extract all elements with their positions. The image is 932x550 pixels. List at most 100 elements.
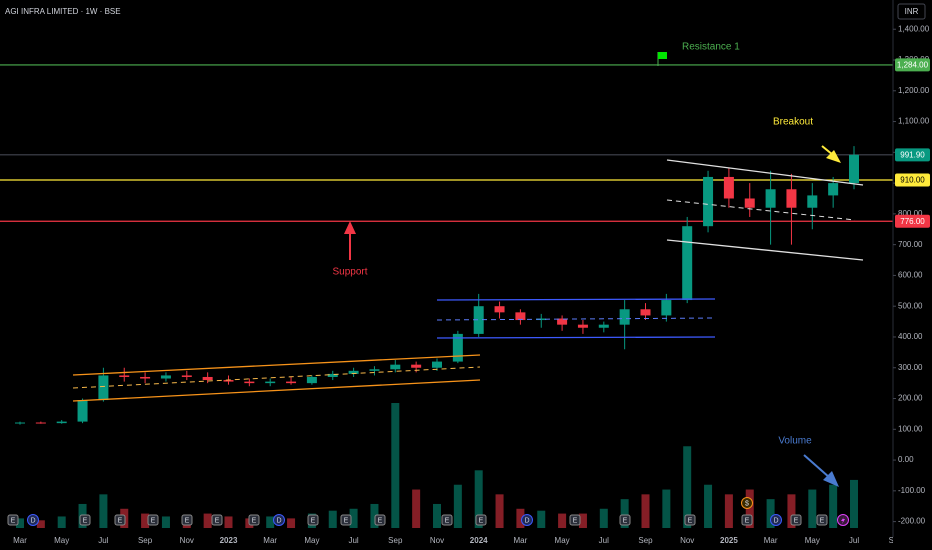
y-tick-label: 600.00 (898, 271, 923, 280)
event-label: E (215, 517, 220, 524)
annotation: Breakout (773, 117, 813, 128)
volume-bar (328, 510, 337, 528)
event-label: D (773, 517, 778, 524)
event-label: E (573, 517, 578, 524)
channel-line (436, 298, 716, 301)
annotation: Support (332, 267, 367, 278)
channel-midline (436, 317, 716, 321)
candle-body (119, 375, 130, 377)
arrow-head (823, 471, 839, 487)
candle-body (473, 306, 484, 334)
event-label: E (479, 517, 484, 524)
channel-line (72, 379, 481, 402)
channel-midline (666, 199, 856, 221)
volume-bar (141, 513, 150, 528)
volume-bar (829, 484, 838, 528)
volume-bar (578, 513, 587, 528)
volume-bar (412, 489, 421, 528)
event-label: E (151, 517, 156, 524)
candle-body (661, 300, 672, 316)
volume-bar (349, 508, 358, 528)
volume-bar (662, 489, 671, 528)
annotation: Volume (778, 436, 812, 447)
volume-bar (433, 503, 441, 528)
volume-bar (516, 508, 525, 528)
event-label: E (252, 517, 257, 524)
candle-body (598, 324, 609, 328)
y-tick-label: 400.00 (898, 332, 923, 341)
candle-body (160, 375, 171, 379)
volume-bar (641, 494, 650, 528)
candle-body (557, 318, 568, 325)
x-tick-label: Jul (849, 536, 859, 545)
y-tick-label: 800.00 (898, 209, 923, 218)
volume-bar (36, 520, 45, 528)
candle-body (432, 361, 442, 368)
x-tick-label: May (805, 536, 820, 545)
candle-body (849, 154, 859, 184)
event-label: E (623, 517, 628, 524)
volume-bar (620, 499, 629, 528)
candle-body (640, 309, 651, 316)
x-tick-label: Nov (180, 536, 194, 545)
volume-bar (745, 489, 754, 528)
candle-body (411, 364, 422, 368)
y-tick-label: -200.00 (898, 517, 926, 526)
x-tick-label: Nov (680, 536, 694, 545)
candle-body (682, 226, 693, 301)
event-label: E (118, 517, 123, 524)
candle-body (98, 375, 109, 401)
volume-bar (558, 513, 567, 528)
volume-bar (850, 479, 858, 528)
level-label-box (895, 214, 930, 228)
volume-bar (287, 518, 296, 528)
annotation: Resistance 1 (682, 42, 740, 53)
event-label: E (83, 517, 88, 524)
y-tick-label: 500.00 (898, 301, 923, 310)
x-tick-label: Mar (514, 536, 528, 545)
event-label: D (276, 517, 281, 524)
level-label-box (895, 58, 930, 72)
x-tick-label: May (304, 536, 319, 545)
x-tick-label: Jul (599, 536, 609, 545)
volume-bar (370, 503, 379, 528)
event-label: E (820, 517, 825, 524)
candle-body (703, 176, 714, 227)
candle-body (515, 312, 526, 321)
y-tick-label: 0.00 (898, 455, 914, 464)
currency-box (897, 3, 926, 20)
x-tick-label: Nov (430, 536, 444, 545)
event-label: E (185, 517, 190, 524)
drawings: Resistance 1 Breakout Support Volume (72, 42, 864, 487)
volume-bar (57, 516, 66, 528)
candle-body (286, 381, 297, 384)
channel-line (72, 354, 481, 376)
x-tick-label: Mar (13, 536, 27, 545)
candle-body (265, 381, 276, 384)
volume-bar (808, 489, 817, 528)
candle-body (181, 375, 192, 377)
candle-body (619, 309, 630, 325)
candle-body (577, 324, 588, 328)
candle-body (56, 421, 67, 424)
channel-line (666, 159, 864, 186)
candle-body (744, 198, 755, 208)
level-label-box (895, 148, 930, 162)
candle-body (786, 189, 797, 208)
x-tick-label: Sep (388, 536, 403, 545)
x-tick-label: May (555, 536, 570, 545)
price-axis: 1,400.001,300.001,200.001,100.001,000.00… (892, 0, 932, 550)
candle-body (494, 306, 505, 313)
candle-body (765, 189, 776, 208)
x-tick-label: May (54, 536, 69, 545)
price-axis-panel (893, 0, 932, 550)
candle-body (327, 373, 338, 377)
x-tick-label: 2023 (220, 536, 238, 545)
arrow-head (344, 221, 356, 234)
candle-body (244, 381, 255, 384)
volume-bar (724, 494, 733, 528)
candle-body (390, 364, 401, 370)
volume-bar (391, 403, 400, 528)
x-tick-label: Mar (764, 536, 778, 545)
